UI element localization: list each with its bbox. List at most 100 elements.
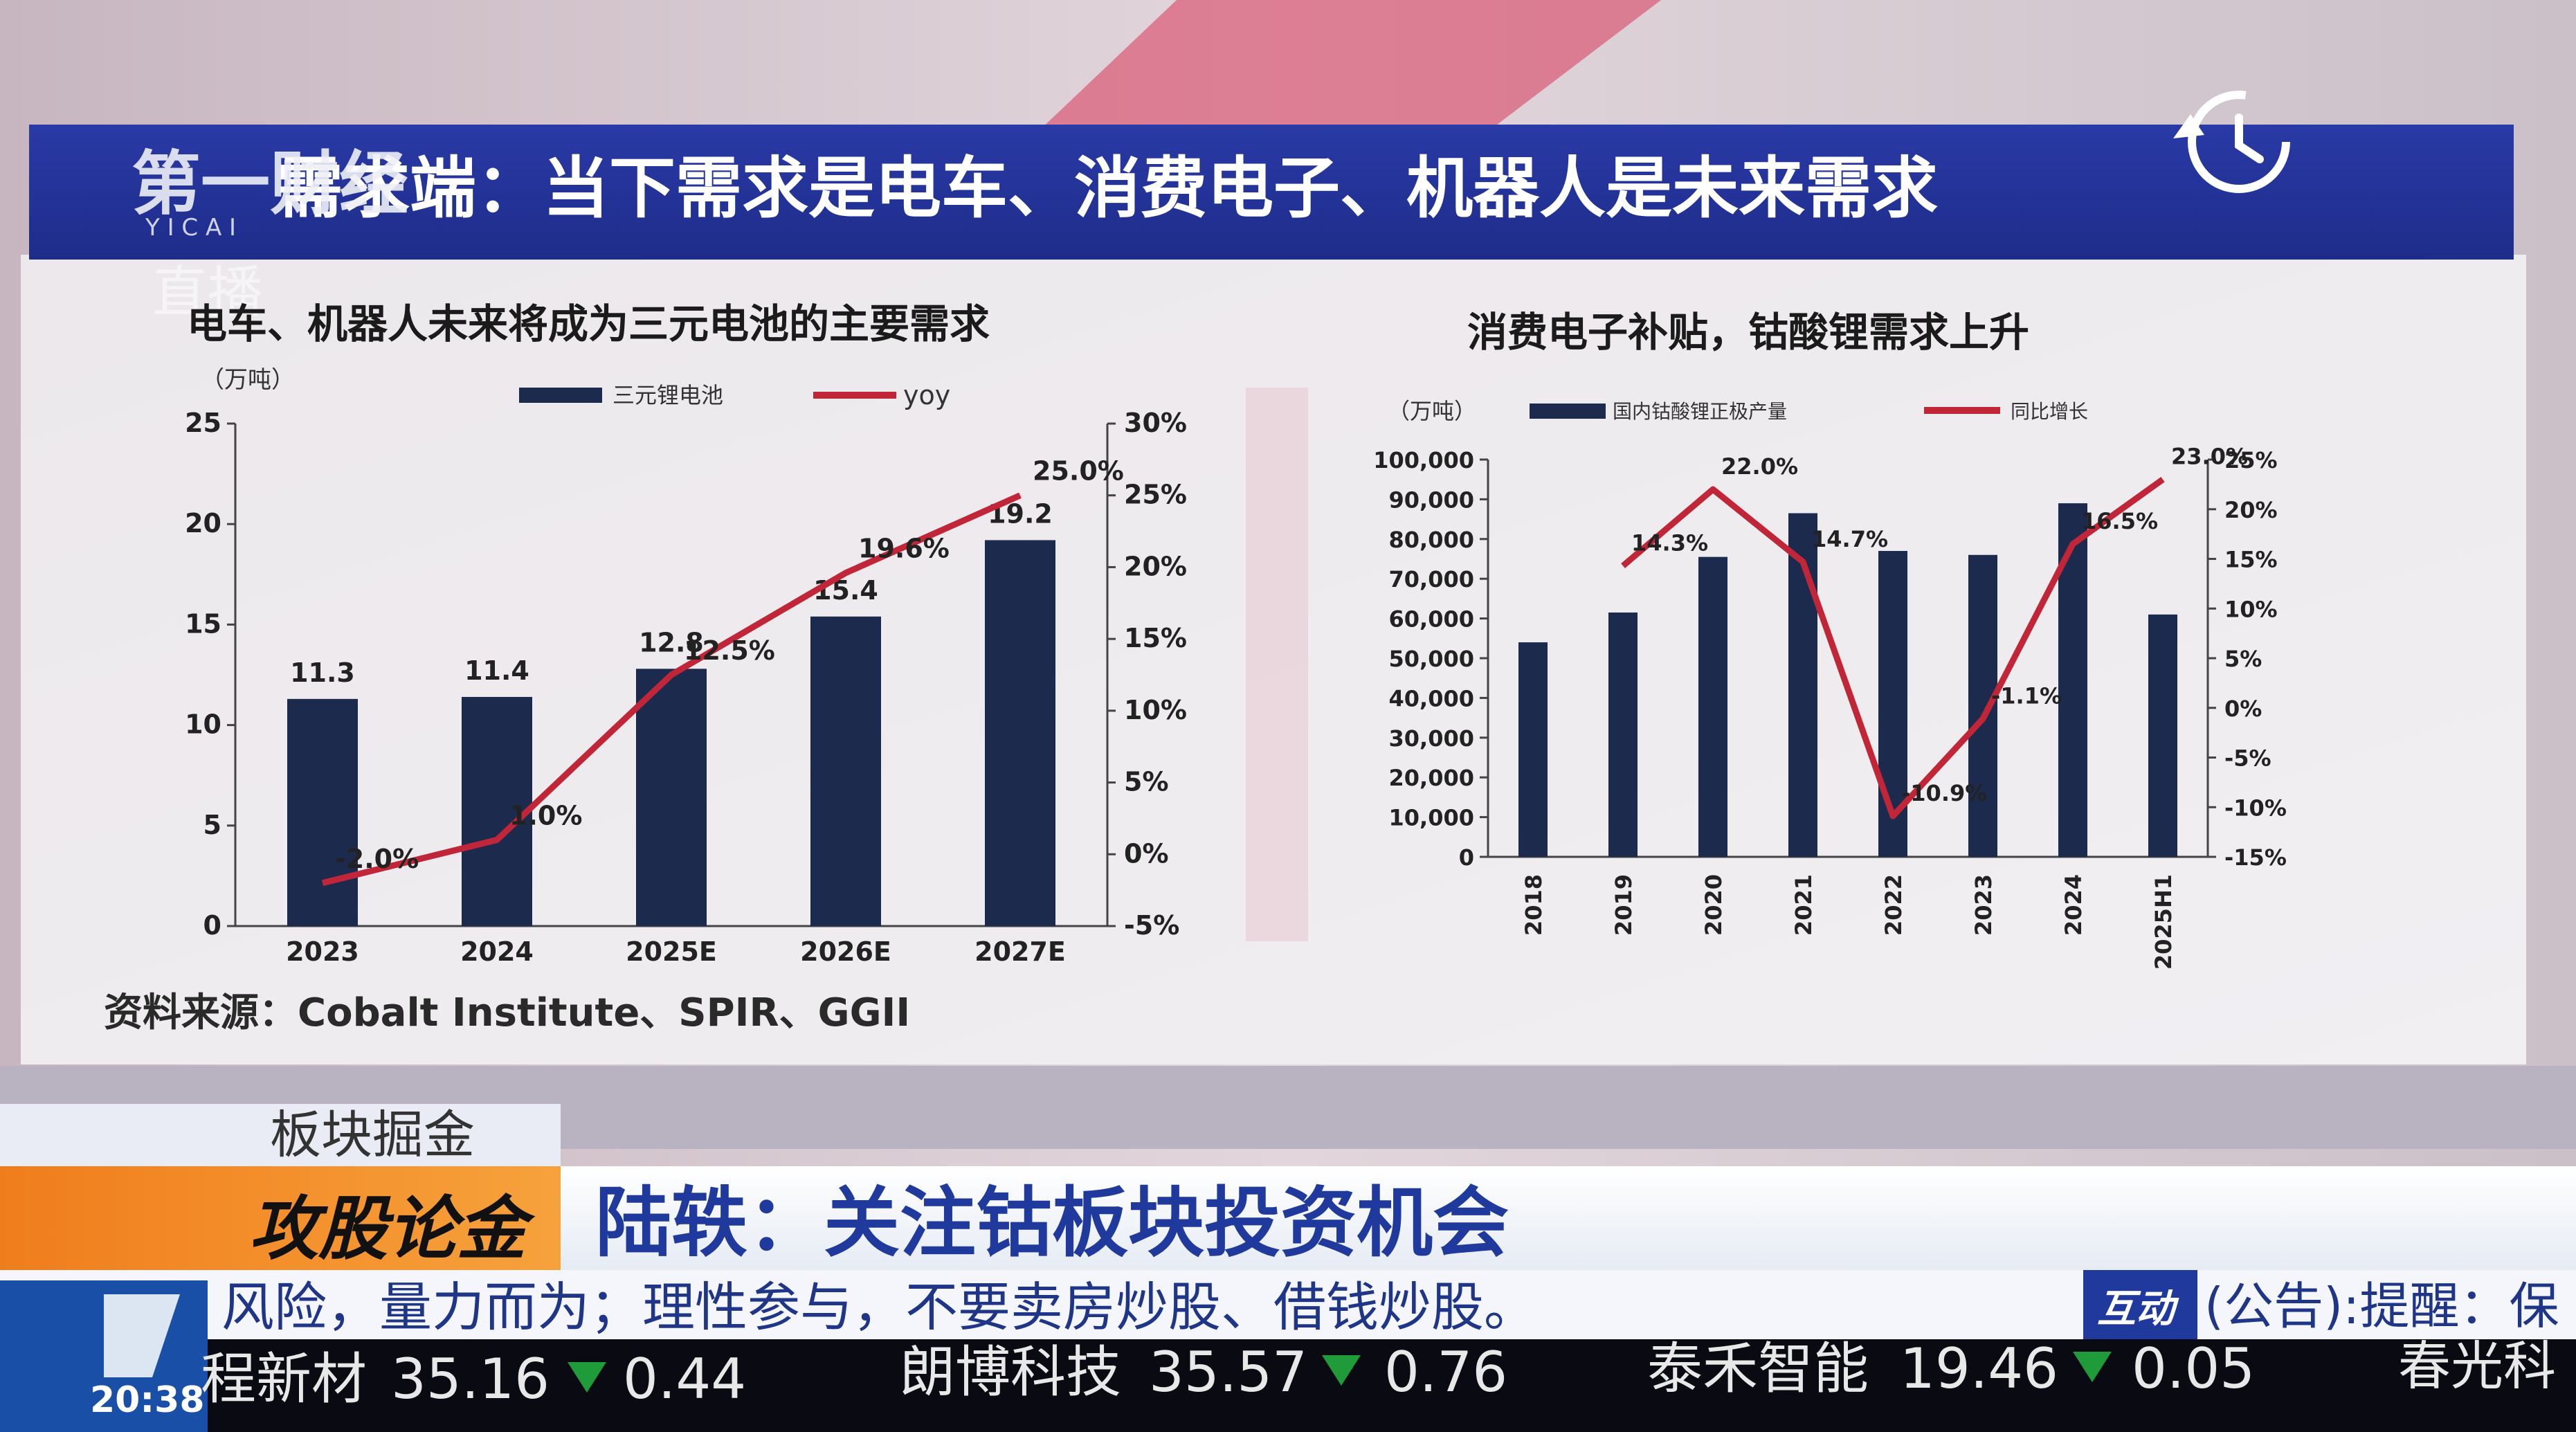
chart2-x-tick-label: 2020 [1700, 874, 1727, 936]
chart1-x-tick-label: 2024 [460, 936, 534, 967]
risk-text: 风险，量力而为；理性参与，不要卖房炒股、借钱炒股。 [221, 1276, 1536, 1338]
chart1-bar-label: 11.3 [290, 658, 355, 688]
chart2-y-unit: （万吨） [1388, 398, 1476, 424]
title-banner [29, 125, 2514, 260]
stock-change: 0.05 [2132, 1336, 2255, 1401]
chart2-right-tick-label: 25% [2224, 447, 2278, 473]
chart2-yoy-line [1621, 477, 2165, 819]
chart1-line-label: -2.0% [335, 844, 419, 874]
chart1-left-tick-label: 15 [185, 608, 221, 639]
chart1-legend: 三元锂电池 yoy [519, 380, 950, 410]
chart2-line-label: 22.0% [1721, 453, 1798, 480]
chart2-left-tick-label: 70,000 [1389, 566, 1474, 592]
chart2-bar [1698, 556, 1727, 857]
chart2-right-tick-label: -5% [2224, 745, 2271, 772]
chart2-line-label: -1.1% [1991, 683, 2062, 709]
headline-bar [561, 1166, 2576, 1270]
stock-name: 泰禾智能 [1647, 1336, 1869, 1401]
chart2-bar [2148, 614, 2177, 857]
chart1-bar [287, 698, 358, 926]
chart2-left-tick-label: 0 [1459, 844, 1474, 871]
ticker-area: 风险，量力而为；理性参与，不要卖房炒股、借钱炒股。 互动 (公告):提醒：保 2… [0, 1270, 2576, 1432]
chart2-x-tick-label: 2018 [1521, 874, 1547, 936]
down-triangle-icon [1322, 1355, 1361, 1386]
chart1-x-tick-label: 2026E [800, 936, 891, 967]
chart1-legend-bar-swatch [519, 388, 602, 403]
chart2-plot: 0 10,000 20,000 30,000 40,000 50,000 60,000 70,… [1373, 444, 2287, 970]
chart2-right-tick-label: 20% [2224, 497, 2278, 523]
chart1-right-tick-label: 30% [1124, 408, 1187, 438]
show-logo-block [0, 1166, 561, 1270]
chart2-left-tick-label: 10,000 [1389, 805, 1474, 831]
chart2-left-tick-label: 90,000 [1389, 487, 1474, 513]
chart2-line-label: -10.9% [1901, 780, 1987, 806]
chart1-right-tick-label: 20% [1124, 551, 1187, 581]
chart2-left-tick-label: 50,000 [1389, 646, 1474, 672]
chart2-right-tick-label: -10% [2224, 795, 2287, 821]
source-note: 资料来源：Cobalt Institute、SPIR、GGII [104, 990, 910, 1035]
chart1-plot: 0 5 10 15 20 25 -5% 0% 5% 10% 15% 20% 25% 30% 11.3 11.4… [185, 408, 1187, 967]
chart1-y-unit: （万吨） [201, 366, 295, 394]
channel-logo-text: 第一财经 [131, 143, 408, 224]
chart1-bar-label: 11.4 [464, 655, 529, 686]
chart1-right-tick-label: 15% [1124, 623, 1187, 653]
chart2-right-tick-label: 5% [2224, 646, 2262, 672]
replay-icon[interactable] [2173, 91, 2290, 193]
stock-price: 35.16 [391, 1347, 550, 1411]
chart1-right-tick-label: -5% [1124, 910, 1179, 941]
chart2-bar [2058, 503, 2087, 857]
chart2-x-tick-label: 2025H1 [2150, 874, 2177, 970]
chart2-right-tick-label: 0% [2224, 696, 2262, 722]
headline: 陆轶：关注钴板块投资机会 [595, 1179, 1509, 1267]
chart1-yoy-line [321, 492, 1022, 887]
show-logo: 攻股论金 [249, 1188, 536, 1269]
chart2-bar [1608, 612, 1638, 857]
interactive-badge-bg [2083, 1270, 2197, 1339]
stock-name: 朗博科技 [900, 1340, 1121, 1404]
chart1-right-tick-label: 10% [1124, 695, 1187, 725]
chart1-bar [810, 616, 881, 926]
chart2-bar [1518, 642, 1548, 857]
chart2-x-tick-label: 2019 [1611, 874, 1637, 936]
chart2-left-tick-label: 20,000 [1389, 765, 1474, 791]
clock-time: 20:38 [90, 1379, 205, 1421]
chart1-x-tick-label: 2025E [626, 936, 717, 967]
chart1-line-label: 1.0% [509, 801, 582, 831]
chart1-line-label: 12.5% [684, 635, 775, 666]
chart1-line-label: 19.6% [858, 534, 950, 564]
interactive-badge: 互动 [2097, 1287, 2179, 1332]
chart1-left-tick-label: 25 [185, 408, 221, 438]
chart2-right-tick-label: -15% [2224, 844, 2287, 871]
chart2-x-tick-label: 2023 [1970, 874, 1997, 936]
notice-text: (公告):提醒：保 [2204, 1277, 2559, 1335]
chart2-title: 消费电子补贴，钴酸锂需求上升 [1467, 309, 2029, 356]
chart2-x-tick-label: 2024 [2060, 874, 2087, 936]
chart1-right-tick-label: 25% [1124, 480, 1187, 510]
down-triangle-icon [2073, 1352, 2112, 1382]
chart2-legend-line-label: 同比增长 [2011, 400, 2088, 423]
stock-name: 春光科 [2398, 1335, 2556, 1397]
stock-ticker-bar [0, 1339, 2576, 1432]
chart1-legend-line-label: yoy [903, 380, 950, 410]
live-label: 直播 [152, 260, 263, 325]
chart2-left-tick-label: 40,000 [1389, 685, 1474, 712]
chart2-line-label: 14.7% [1811, 526, 1888, 552]
chart1-left-tick-label: 10 [185, 709, 221, 740]
chart1-right-tick-label: 5% [1124, 767, 1169, 797]
chart1-left-tick-label: 20 [185, 508, 221, 538]
chart2-left-tick-label: 80,000 [1389, 527, 1474, 553]
stock-price: 19.46 [1900, 1336, 2058, 1401]
chart2-legend-line-swatch [1924, 407, 2000, 414]
chart1-bar-label: 15.4 [813, 575, 878, 606]
chart2-left-tick-label: 60,000 [1389, 606, 1474, 633]
chart1-bar [636, 669, 707, 926]
stock-change: 0.76 [1384, 1340, 1507, 1404]
chart2-right-tick-label: 15% [2224, 547, 2278, 573]
channel-logo: 第一财经 Y I C A I 直播 [131, 143, 408, 325]
chart2-line-label: 23.0% [2171, 444, 2248, 470]
chart2-x-tick-label: 2021 [1790, 874, 1817, 936]
section-label: 板块掘金 [270, 1105, 475, 1165]
chart2-legend-bar-label: 国内钴酸锂正极产量 [1613, 400, 1787, 423]
chart2-legend: 国内钴酸锂正极产量 同比增长 [1530, 400, 2088, 423]
